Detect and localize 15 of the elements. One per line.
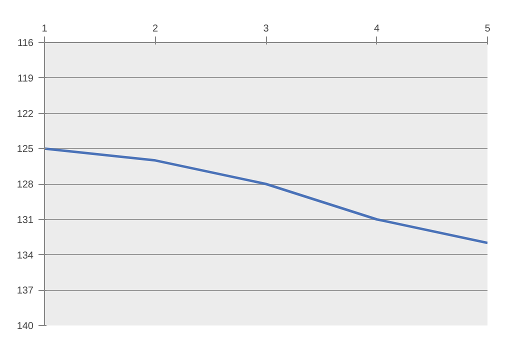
y-tick-label: 122 [16,108,34,120]
y-tick-label: 131 [16,214,34,226]
y-tick-label: 119 [18,73,34,84]
x-tick-label: 3 [263,24,270,34]
y-tick-label: 116 [18,38,34,49]
x-tick-label: 4 [374,24,380,34]
y-tick-label: 140 [16,321,34,332]
line-series [44,147,488,244]
y-tick-label: 137 [16,286,34,297]
y-tick-label: 134 [16,250,34,262]
x-tick-label: 5 [484,24,491,34]
x-tick-label: 2 [152,24,158,34]
y-tick-label: 128 [16,180,34,190]
x-tick-label: 1 [42,24,48,34]
y-tick-label: 125 [16,144,34,156]
